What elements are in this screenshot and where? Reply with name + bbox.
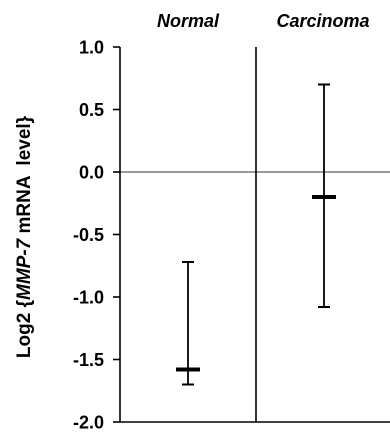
y-axis-label-suffix: mRNA level} <box>14 115 35 238</box>
error-bar-normal <box>176 261 200 386</box>
y-axis-label-prefix: Log2 { <box>14 300 35 358</box>
y-axis-label-gene: MMP-7 <box>14 237 35 300</box>
y-tick-label: -0.5 <box>73 225 104 245</box>
y-tick-labels: 1.0 0.5 0.0 -0.5 -1.0 -1.5 -2.0 <box>73 38 104 433</box>
data-marks <box>176 83 336 386</box>
y-tick-label: 0.5 <box>79 100 104 120</box>
y-axis-label: Log2 {MMP-7 mRNA level} <box>14 115 35 358</box>
category-labels: Normal Carcinoma <box>157 11 370 31</box>
category-label-carcinoma: Carcinoma <box>276 11 369 31</box>
y-tick-label: -1.5 <box>73 350 104 370</box>
y-ticks <box>113 46 120 423</box>
y-tick-label: -1.0 <box>73 288 104 308</box>
category-label-normal: Normal <box>157 11 220 31</box>
y-tick-label: 1.0 <box>79 38 104 58</box>
y-tick-label: 0.0 <box>79 163 104 183</box>
error-bar-carcinoma <box>312 83 336 308</box>
y-tick-label: -2.0 <box>73 413 104 433</box>
plot-area: 1.0 0.5 0.0 -0.5 -1.0 -1.5 -2.0 Normal Carcinom… <box>73 11 390 433</box>
